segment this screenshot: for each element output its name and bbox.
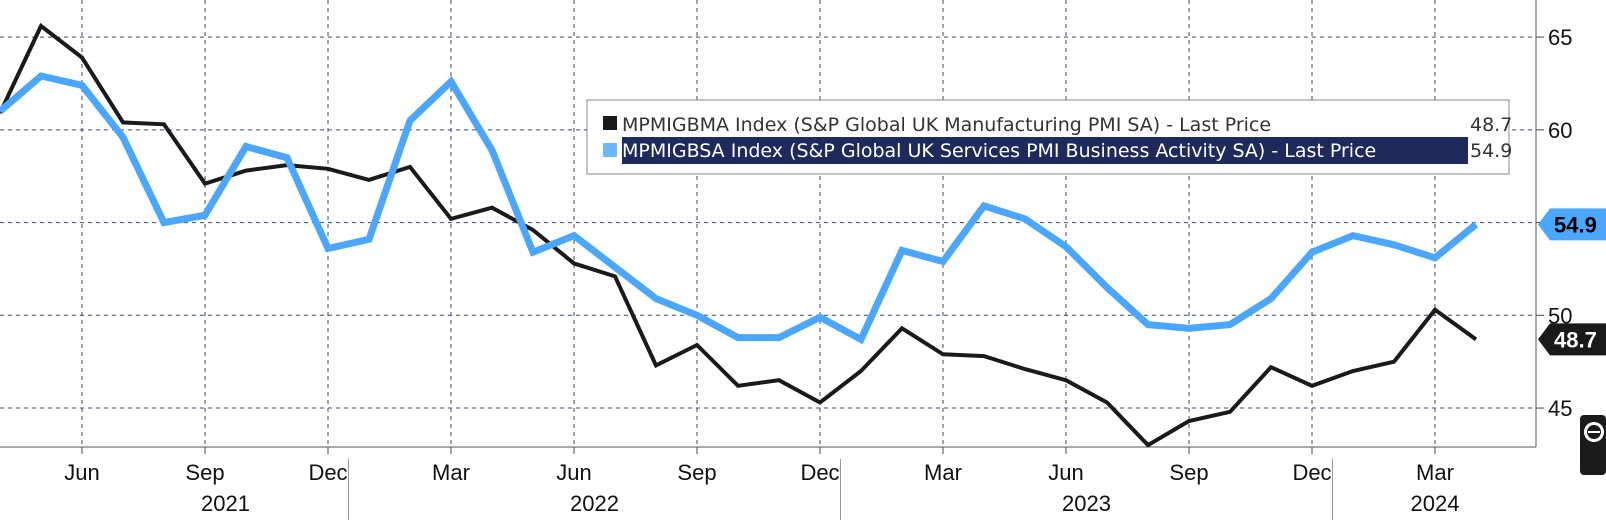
x-tick-label: Dec <box>800 460 839 485</box>
last-value-tag-manufacturing-label: 48.7 <box>1554 327 1597 352</box>
x-year-label: 2022 <box>570 491 619 516</box>
axes <box>0 0 1544 520</box>
x-tick-label: Sep <box>677 460 716 485</box>
x-tick-label: Jun <box>1048 460 1083 485</box>
legend-highlight <box>622 137 1468 164</box>
legend: MPMIGBMA Index (S&P Global UK Manufactur… <box>586 99 1512 175</box>
x-tick-label: Dec <box>1292 460 1331 485</box>
last-price-tags: 48.7 54.9 <box>1538 208 1606 356</box>
x-tick-label: Mar <box>924 460 962 485</box>
legend-label-services: MPMIGBSA Index (S&P Global UK Services P… <box>622 140 1376 162</box>
x-tick-label: Sep <box>1169 460 1208 485</box>
x-year-label: 2021 <box>201 491 250 516</box>
x-tick-label: Mar <box>1416 460 1454 485</box>
last-value-tag-services: 54.9 <box>1538 208 1606 241</box>
y-tick-label: 45 <box>1548 396 1572 421</box>
legend-label-manufacturing: MPMIGBMA Index (S&P Global UK Manufactur… <box>622 114 1271 136</box>
grid-lines <box>0 0 1536 447</box>
x-axis-tick-labels: Jun Sep Dec Mar Jun Sep Dec Mar Jun Sep Dec Mar 2021… <box>64 460 1459 516</box>
x-tick-label: Mar <box>432 460 470 485</box>
last-value-tag-manufacturing: 48.7 <box>1538 323 1606 356</box>
x-year-label: 2023 <box>1062 491 1111 516</box>
last-value-tag-services-label: 54.9 <box>1554 212 1597 237</box>
x-tick-label: Jun <box>64 460 99 485</box>
x-tick-label: Jun <box>556 460 591 485</box>
legend-value-manufacturing: 48.7 <box>1470 114 1512 136</box>
y-tick-label: 60 <box>1548 118 1572 143</box>
legend-value-services: 54.9 <box>1470 140 1512 162</box>
x-tick-label: Dec <box>308 460 347 485</box>
chart-control-icon[interactable] <box>1580 415 1606 475</box>
y-tick-label: 65 <box>1548 25 1572 50</box>
series-lines <box>0 22 1479 448</box>
x-tick-label: Sep <box>185 460 224 485</box>
series-line-services <box>0 72 1479 345</box>
x-year-label: 2024 <box>1411 491 1460 516</box>
legend-swatch-services <box>603 143 617 157</box>
legend-swatch-manufacturing <box>603 116 617 130</box>
series-line-manufacturing <box>0 22 1478 448</box>
